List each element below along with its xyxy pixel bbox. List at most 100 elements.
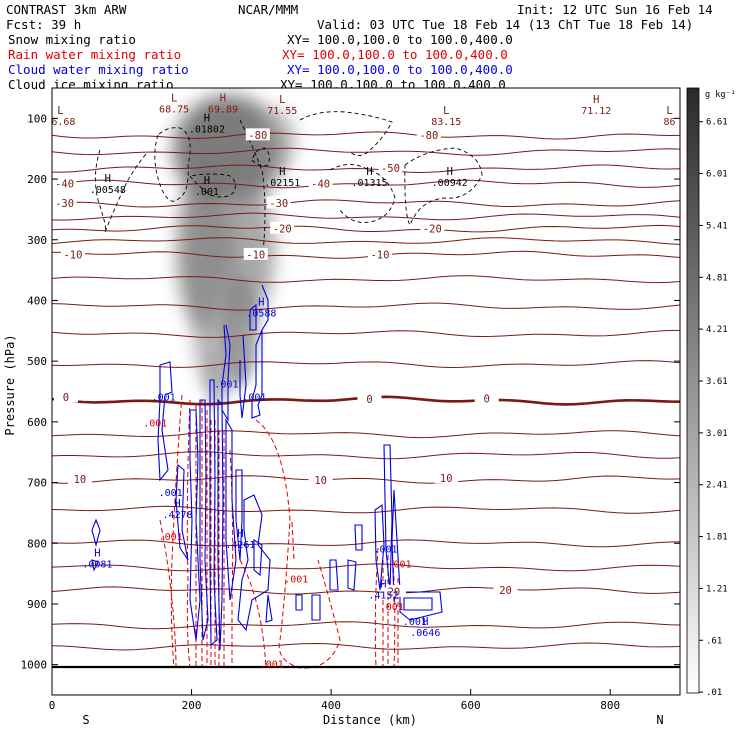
extremum-value: 86.68 xyxy=(45,117,75,128)
extremum-marker: L xyxy=(57,105,63,117)
cloud-water-contour xyxy=(391,489,401,602)
isotherm-label-bg xyxy=(416,128,441,141)
isotherm-line xyxy=(52,621,680,630)
extremum-marker: H xyxy=(204,112,210,124)
isotherm-line xyxy=(52,451,680,460)
cloud-water-label: .001 xyxy=(152,393,176,404)
cloud-water-contour xyxy=(91,518,101,548)
colorbar-tick-label: .61 xyxy=(706,636,722,646)
cloud-water-contours xyxy=(91,284,443,651)
y-tick-label: 700 xyxy=(27,477,47,490)
rain-label: .001 xyxy=(387,560,411,571)
extremum-value: .0646 xyxy=(410,628,440,639)
rain-contour xyxy=(392,559,396,669)
x-tick-label: 400 xyxy=(321,699,341,712)
colorbar-tick-label: 6.61 xyxy=(706,118,728,128)
cloud-ice-contour xyxy=(404,147,483,227)
colorbar-labels: 6.61 6.01 5.41 4.81 4.21 3.61 3.01 2.41 1.81 1.21… xyxy=(699,118,728,698)
endpoint-right: N xyxy=(656,713,663,727)
isotherm-label: -80 xyxy=(419,130,438,142)
y-tick-label: 1000 xyxy=(21,659,48,672)
isotherm-line xyxy=(52,642,680,651)
isotherm-label: -20 xyxy=(423,223,442,235)
cloud-water-contour xyxy=(329,559,339,591)
extremum-value: 71.12 xyxy=(581,106,611,117)
isotherm-line xyxy=(52,224,680,233)
isotherm-line xyxy=(52,147,680,156)
cloud-water-contour xyxy=(295,594,303,611)
cloud-water-label: .001 xyxy=(214,379,238,390)
isotherm-label-bg xyxy=(52,196,77,209)
isotherm-label-bg xyxy=(367,247,392,260)
cloud-water-contour xyxy=(265,594,273,623)
cloud-water-contour xyxy=(157,361,173,482)
cloud-ice-contour xyxy=(251,147,270,167)
isotherm-line xyxy=(52,237,680,245)
isotherm-line xyxy=(52,563,680,572)
isotherm-label: -30 xyxy=(55,198,74,210)
isotherm-label: 10 xyxy=(440,473,453,485)
colorbar-tick-label: 5.41 xyxy=(706,221,728,231)
colorbar-tick-label: 2.41 xyxy=(706,481,728,491)
colorbar-tick-label: 3.61 xyxy=(706,377,728,387)
isotherm-line xyxy=(52,302,680,311)
cloud-water-contour xyxy=(189,409,201,641)
y-tick-label: 800 xyxy=(27,537,47,550)
isotherm-line xyxy=(52,131,680,140)
isotherm-line xyxy=(52,360,680,369)
cloud-water-contour xyxy=(235,469,243,561)
extremum-marker: H xyxy=(366,166,372,178)
init-time: Init: 12 UTC Sun 16 Feb 14 xyxy=(517,2,713,17)
isotherm-line xyxy=(52,430,680,439)
extremum-marker: L xyxy=(279,94,285,106)
cloud-water-contour xyxy=(347,559,357,591)
rain-contour xyxy=(229,449,234,668)
field-cloudwater-name: Cloud water mixing ratio xyxy=(8,62,189,77)
extremum-value: 83.15 xyxy=(431,117,461,128)
isotherm-label: -40 xyxy=(55,178,74,190)
y-tick-label: 900 xyxy=(27,598,47,611)
field-rain-name: Rain water mixing ratio xyxy=(8,47,181,62)
isotherm-line xyxy=(52,212,680,221)
isotherm-line xyxy=(52,329,680,338)
isotherm-label: 0 xyxy=(484,393,490,405)
isotherm-label-bg xyxy=(52,176,77,189)
isotherm-label-bg xyxy=(357,392,382,405)
isotherm-label: 0 xyxy=(366,394,372,406)
extremum-value: .02151 xyxy=(264,178,300,189)
isotherm-label-bg xyxy=(308,473,333,486)
cloud-water-contour xyxy=(403,597,433,611)
extremum-marker: H xyxy=(447,166,453,178)
isotherm-label: 10 xyxy=(314,475,327,487)
cloud-water-label: .001 xyxy=(373,544,397,555)
colorbar-tick-label: 4.81 xyxy=(706,273,728,283)
rain-contours xyxy=(159,394,399,669)
extremum-value: 68.75 xyxy=(159,104,189,115)
y-tick-label: 100 xyxy=(27,112,47,125)
isotherm-label-bg xyxy=(308,176,333,189)
isotherm-label-bg xyxy=(474,391,499,404)
extremum-marker: L xyxy=(666,105,672,117)
cloud-water-contour xyxy=(209,379,218,647)
extremum-marker: L xyxy=(443,105,449,117)
y-tick-label: 300 xyxy=(27,234,47,247)
extremum-marker: L xyxy=(171,92,177,104)
isotherm-line xyxy=(52,475,680,484)
isotherm-label: -10 xyxy=(246,249,265,261)
cloud-water-contour xyxy=(237,494,271,632)
isotherm-line xyxy=(52,539,680,548)
header: CONTRAST 3km ARW NCAR/MMM Init: 12 UTC S… xyxy=(6,2,713,92)
plot-frame xyxy=(51,87,681,696)
isotherm-label-bg xyxy=(245,128,270,141)
cloud-water-contour xyxy=(354,524,363,551)
contour-value-labels: .001 .001 .001 .001 .001 .001 .001 .001 .001 .001… xyxy=(143,379,427,670)
y-tick-label: 400 xyxy=(27,294,47,307)
isotherm-label: -40 xyxy=(311,178,330,190)
extremum-marker: H xyxy=(279,166,285,178)
endpoint-left: S xyxy=(82,713,89,727)
colorbar-gradient xyxy=(686,87,700,694)
extremum-value: .0588 xyxy=(246,308,276,319)
extremum-value: .01315 xyxy=(351,178,387,189)
extremum-marker: H xyxy=(593,94,599,106)
